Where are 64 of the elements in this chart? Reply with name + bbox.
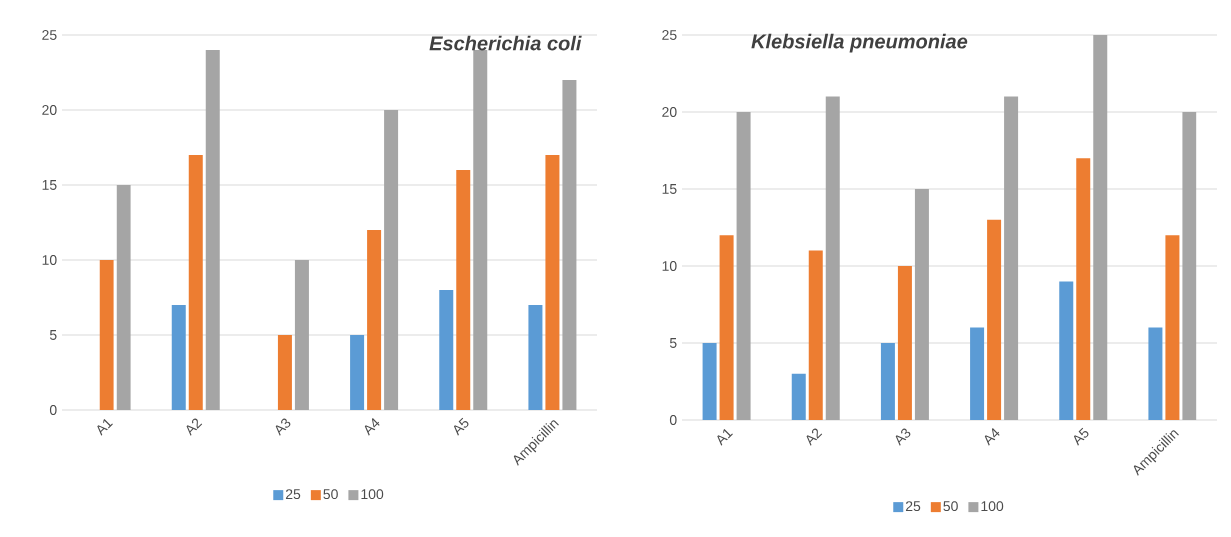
- y-tick-label: 0: [49, 405, 57, 415]
- x-tick-label: A2: [186, 418, 203, 436]
- bar: [456, 169, 471, 410]
- legend-label: 100: [361, 489, 384, 500]
- bar: [367, 229, 382, 410]
- y-tick-label: 15: [662, 184, 677, 194]
- y-tick-label: 20: [662, 107, 677, 117]
- x-tick-label: A4: [984, 428, 1000, 446]
- x-tick-label: A3: [275, 418, 291, 436]
- bar: [350, 334, 365, 410]
- bar: [1182, 111, 1197, 420]
- bar: [277, 334, 292, 410]
- x-tick-label: A1: [717, 429, 733, 446]
- bar: [736, 111, 751, 420]
- x-tick-label: A2: [806, 428, 823, 446]
- bar: [970, 327, 985, 420]
- legend-label: 25: [285, 489, 301, 500]
- y-tick-label: 0: [669, 415, 677, 425]
- x-tick-label: A3: [895, 428, 911, 446]
- bar: [719, 235, 734, 420]
- bar: [914, 188, 929, 420]
- bar: [439, 289, 454, 410]
- legend-label: 25: [905, 501, 921, 512]
- y-tick-label: 25: [662, 30, 677, 40]
- bar: [987, 219, 1002, 420]
- bar: [702, 342, 717, 420]
- y-tick-label: 5: [49, 330, 57, 340]
- bar: [1059, 281, 1074, 420]
- bar: [1004, 96, 1019, 420]
- bar: [1165, 235, 1180, 420]
- chart-title: Escherichia coli: [429, 35, 582, 51]
- bar: [473, 49, 488, 410]
- x-tick-label: A5: [453, 417, 469, 436]
- bar: [825, 96, 840, 420]
- bar: [808, 250, 823, 420]
- y-tick-label: 10: [42, 255, 57, 265]
- legend-label: 50: [323, 489, 338, 500]
- y-tick-label: 20: [42, 105, 57, 115]
- bar: [545, 154, 560, 410]
- bar: [294, 259, 309, 410]
- x-tick-label: A4: [364, 418, 380, 436]
- y-tick-label: 5: [669, 338, 677, 348]
- bar: [897, 265, 912, 420]
- bar: [1076, 158, 1091, 420]
- bar: [116, 184, 131, 410]
- legend-label: 50: [943, 501, 958, 512]
- bar: [528, 304, 543, 410]
- y-tick-label: 10: [662, 261, 677, 271]
- bar: [1093, 34, 1108, 420]
- bar: [99, 259, 114, 410]
- bar: [205, 49, 220, 410]
- bar: [562, 79, 577, 410]
- legend-label: 100: [981, 501, 1004, 512]
- bar: [188, 154, 203, 410]
- chart-title: Klebsiella pneumoniae: [751, 33, 968, 53]
- y-tick-label: 15: [42, 180, 57, 190]
- bar: [880, 342, 895, 420]
- bar: [1148, 327, 1163, 420]
- bar: [791, 373, 806, 420]
- bar: [384, 109, 399, 410]
- bar: [171, 304, 186, 410]
- x-tick-label: A1: [97, 419, 113, 436]
- y-tick-label: 25: [42, 30, 57, 40]
- x-tick-label: A5: [1073, 427, 1089, 446]
